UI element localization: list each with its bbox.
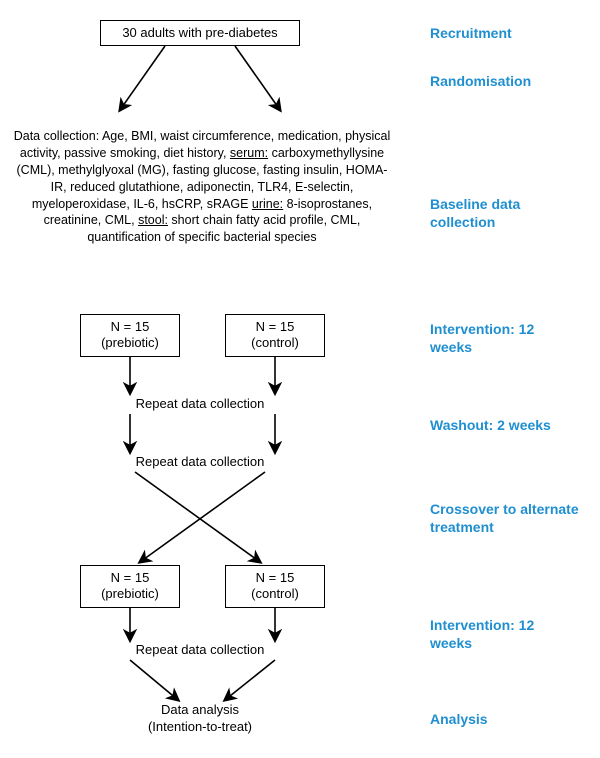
baseline-data-paragraph: Data collection: Age, BMI, waist circumf… [12, 128, 392, 246]
arm2-control-line2: (control) [251, 586, 299, 601]
label-intervention-1: Intervention: 12 weeks [430, 320, 580, 356]
recruitment-box-text: 30 adults with pre-diabetes [122, 25, 277, 40]
label-intervention-2: Intervention: 12 weeks [430, 616, 580, 652]
analysis-line2: (Intention-to-treat) [148, 719, 252, 734]
arm1-control-line2: (control) [251, 335, 299, 350]
analysis-text: Data analysis (Intention-to-treat) [100, 702, 300, 736]
label-baseline: Baseline data collection [430, 195, 580, 231]
flowchart-canvas: 30 adults with pre-diabetes Data collect… [0, 0, 600, 758]
repeat-data-collection-3: Repeat data collection [100, 642, 300, 659]
label-randomisation: Randomisation [430, 72, 531, 90]
arm1-prebiotic-box: N = 15 (prebiotic) [80, 314, 180, 357]
label-crossover: Crossover to alternate treatment [430, 500, 590, 536]
arm1-control-box: N = 15 (control) [225, 314, 325, 357]
arm2-control-box: N = 15 (control) [225, 565, 325, 608]
arm1-prebiotic-line1: N = 15 [111, 319, 150, 334]
arm2-prebiotic-box: N = 15 (prebiotic) [80, 565, 180, 608]
recruitment-box: 30 adults with pre-diabetes [100, 20, 300, 46]
arm2-control-line1: N = 15 [256, 570, 295, 585]
arm1-prebiotic-line2: (prebiotic) [101, 335, 159, 350]
arm1-control-line1: N = 15 [256, 319, 295, 334]
label-recruitment: Recruitment [430, 24, 512, 42]
repeat-data-collection-1: Repeat data collection [100, 396, 300, 413]
analysis-line1: Data analysis [161, 702, 239, 717]
label-analysis: Analysis [430, 710, 488, 728]
repeat-data-collection-2: Repeat data collection [100, 454, 300, 471]
arm2-prebiotic-line2: (prebiotic) [101, 586, 159, 601]
arm2-prebiotic-line1: N = 15 [111, 570, 150, 585]
label-washout: Washout: 2 weeks [430, 416, 580, 434]
